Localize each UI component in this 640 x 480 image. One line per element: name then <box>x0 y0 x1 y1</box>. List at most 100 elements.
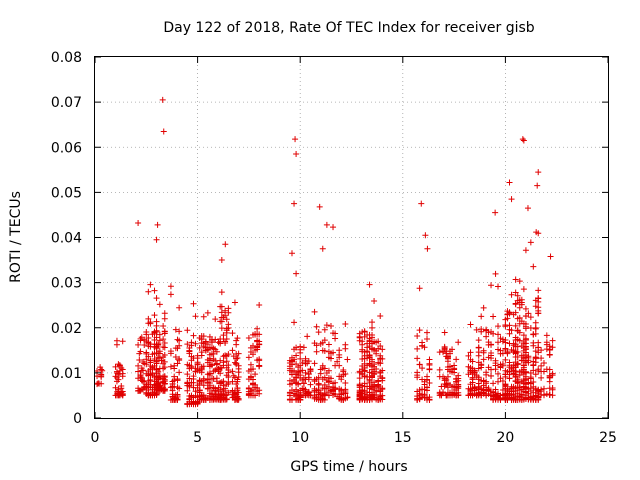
data-point <box>414 355 421 362</box>
data-point <box>373 350 380 357</box>
data-point <box>514 361 521 368</box>
data-point <box>379 346 386 353</box>
data-point <box>153 358 160 365</box>
y-tick-label: 0.05 <box>51 185 82 201</box>
data-point <box>502 323 509 330</box>
data-point <box>535 298 542 305</box>
data-point <box>194 360 201 367</box>
data-point <box>200 377 207 384</box>
data-point <box>218 303 225 310</box>
data-point <box>223 358 230 365</box>
data-point <box>530 263 537 270</box>
data-point <box>297 343 304 350</box>
data-point <box>371 298 378 305</box>
data-point <box>467 321 474 328</box>
data-point <box>293 352 300 359</box>
data-point <box>143 356 150 363</box>
data-point <box>490 313 497 320</box>
data-point <box>218 365 225 372</box>
data-point <box>520 286 527 293</box>
data-point <box>444 353 451 360</box>
data-point <box>229 330 236 337</box>
data-point <box>543 332 550 339</box>
data-point <box>176 385 183 392</box>
data-point <box>217 340 224 347</box>
data-point <box>210 396 217 403</box>
data-point <box>217 370 224 377</box>
data-point <box>369 372 376 379</box>
data-point <box>115 361 122 368</box>
data-point <box>512 322 519 329</box>
data-point <box>522 313 529 320</box>
data-point <box>137 371 144 378</box>
data-point <box>208 336 215 343</box>
data-point <box>196 344 203 351</box>
data-point <box>366 281 373 288</box>
data-point <box>112 384 119 391</box>
data-point <box>506 375 513 382</box>
data-point <box>361 380 368 387</box>
data-point <box>492 209 499 216</box>
data-point <box>342 380 349 387</box>
data-point <box>300 374 307 381</box>
data-point <box>143 361 150 368</box>
data-point <box>167 283 174 290</box>
data-point <box>200 343 207 350</box>
data-point <box>540 360 547 367</box>
data-point <box>478 313 485 320</box>
data-point <box>340 368 347 375</box>
x-tick-label: 25 <box>599 430 617 446</box>
data-point <box>475 344 482 351</box>
data-point <box>311 308 318 315</box>
data-point <box>469 358 476 365</box>
data-point <box>319 245 326 252</box>
data-point <box>495 370 502 377</box>
data-point <box>424 329 431 336</box>
data-point <box>171 383 178 390</box>
data-point <box>480 304 487 311</box>
data-point <box>371 338 378 345</box>
data-points <box>94 96 556 408</box>
data-point <box>234 335 241 342</box>
data-point <box>222 312 229 319</box>
data-point <box>467 349 474 356</box>
data-point <box>256 341 263 348</box>
data-point <box>518 318 525 325</box>
data-point <box>359 390 366 397</box>
data-point <box>375 378 382 385</box>
data-point <box>192 340 199 347</box>
data-point <box>145 315 152 322</box>
data-point <box>147 320 154 327</box>
data-point <box>414 332 421 339</box>
data-point <box>502 373 509 380</box>
data-point <box>156 372 163 379</box>
data-point <box>497 361 504 368</box>
data-point <box>119 373 126 380</box>
data-point <box>188 339 195 346</box>
data-point <box>293 270 300 277</box>
data-point <box>188 398 195 405</box>
data-point <box>516 299 523 306</box>
data-point <box>325 348 332 355</box>
data-point <box>549 344 556 351</box>
data-point <box>204 385 211 392</box>
data-point <box>116 362 123 369</box>
data-point <box>480 378 487 385</box>
data-point <box>299 359 306 366</box>
data-point <box>495 331 502 338</box>
data-point <box>504 388 511 395</box>
data-point <box>140 378 147 385</box>
data-point <box>218 289 225 296</box>
data-point <box>471 369 478 376</box>
data-point <box>321 381 328 388</box>
data-point <box>160 336 167 343</box>
data-point <box>212 387 219 394</box>
data-point <box>522 247 529 254</box>
data-point <box>247 373 254 380</box>
data-point <box>538 355 545 362</box>
data-point <box>323 385 330 392</box>
data-point <box>135 362 142 369</box>
data-point <box>319 339 326 346</box>
data-point <box>530 339 537 346</box>
data-point <box>99 367 106 374</box>
